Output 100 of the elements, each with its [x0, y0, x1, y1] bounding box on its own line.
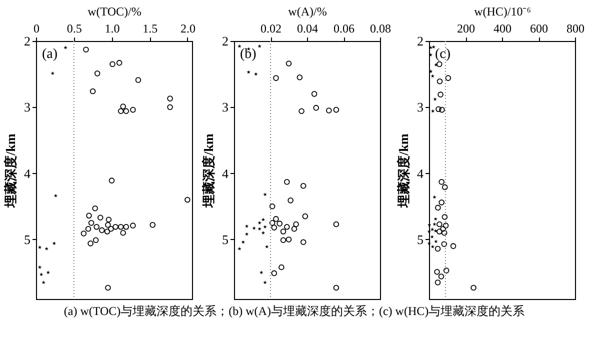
point: [167, 104, 173, 110]
point: [118, 224, 124, 230]
point: [269, 203, 276, 210]
point: [273, 75, 279, 81]
point: [435, 204, 441, 211]
point: [438, 200, 444, 206]
point: [286, 60, 292, 66]
x-tick-label: 1.5: [142, 22, 158, 36]
x-tick-label: 400: [494, 22, 512, 36]
point: [333, 106, 340, 113]
point: [123, 108, 130, 114]
point: [300, 182, 306, 189]
point: [280, 237, 286, 244]
point: [434, 216, 438, 221]
point: [241, 240, 246, 244]
point: [116, 60, 122, 66]
point: [244, 224, 249, 228]
point: [54, 194, 58, 198]
point: [439, 106, 445, 113]
point: [108, 178, 115, 184]
point: [259, 270, 264, 274]
point: [442, 214, 448, 220]
x-tick-label: 0.08: [370, 22, 391, 36]
y-tick-label: 4: [417, 166, 424, 181]
point: [434, 268, 440, 275]
point: [238, 44, 242, 48]
point: [263, 192, 267, 196]
y-tick-label: 2: [24, 34, 30, 48]
point: [438, 274, 444, 280]
y-axis-title: 埋藏深度/km: [201, 133, 216, 208]
y-tick-label: 3: [24, 100, 30, 115]
y-tick-label: 5: [24, 232, 30, 247]
annotation: (b): [240, 47, 257, 62]
point: [296, 74, 303, 80]
point: [273, 216, 279, 222]
point: [38, 265, 42, 269]
point: [92, 205, 98, 212]
point: [83, 46, 89, 52]
point: [130, 106, 136, 113]
point: [42, 280, 46, 284]
point: [123, 224, 130, 230]
point: [135, 77, 142, 83]
point: [286, 236, 292, 242]
point: [264, 244, 269, 248]
point: [288, 198, 294, 204]
point: [284, 224, 290, 230]
point: [298, 108, 304, 114]
point: [271, 224, 278, 230]
y-axis-title: 埋藏深度/km: [396, 133, 411, 208]
x-tick-label: 0.06: [334, 22, 354, 36]
point: [326, 108, 332, 114]
point: [313, 104, 320, 111]
point: [64, 46, 68, 50]
point: [80, 230, 87, 236]
point: [445, 75, 452, 81]
x-axis-title: w(A)/%: [288, 4, 327, 18]
x-tick-label: 0: [34, 22, 40, 36]
text: (a) w(TOC)与埋藏深度的关系；(b) w(A)与埋藏深度的关系；(c) w(HC)与埋藏深度的关系: [64, 304, 525, 318]
point: [263, 280, 267, 284]
y-tick-label: 4: [222, 166, 229, 181]
point: [110, 61, 116, 68]
point: [258, 44, 262, 48]
x-tick-label: 600: [530, 22, 548, 36]
y-axis-title: 埋藏深度/km: [3, 133, 18, 208]
point: [436, 78, 443, 84]
point: [280, 228, 286, 234]
point: [238, 246, 242, 250]
point: [434, 280, 441, 286]
point: [86, 212, 92, 219]
point: [432, 195, 436, 199]
point: [85, 226, 92, 232]
point: [98, 227, 105, 234]
annotation: (c): [435, 47, 451, 62]
x-tick-label: 200: [457, 22, 475, 36]
x-tick-label: 1.0: [104, 22, 120, 36]
point: [432, 222, 436, 226]
point: [254, 72, 258, 76]
x-tick-label: 0.02: [260, 22, 282, 36]
y-tick-label: 3: [417, 100, 424, 115]
x-axis-title: w(TOC)/%: [88, 4, 142, 18]
point: [433, 97, 437, 101]
point: [184, 196, 190, 203]
point: [438, 179, 444, 185]
point: [105, 284, 111, 291]
point: [104, 228, 110, 234]
point: [441, 230, 448, 236]
point: [333, 284, 340, 291]
point: [271, 270, 278, 276]
point: [90, 88, 96, 94]
point: [120, 104, 126, 110]
point: [436, 221, 442, 228]
point: [284, 179, 290, 185]
point: [436, 106, 442, 112]
point: [442, 184, 448, 190]
point: [442, 222, 449, 228]
point: [261, 230, 266, 234]
point: [430, 244, 435, 248]
point: [97, 214, 104, 221]
point: [291, 226, 298, 232]
y-tick-label: 4: [24, 166, 31, 181]
